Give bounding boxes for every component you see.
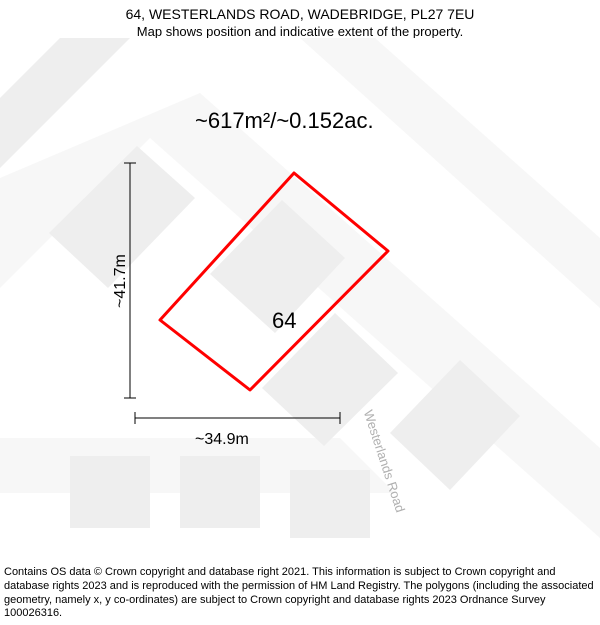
dimension-vertical-label: ~41.7m [112, 254, 130, 308]
map: ~617m²/~0.152ac. 64 ~41.7m ~34.9m Wester… [0, 38, 600, 538]
header: 64, WESTERLANDS ROAD, WADEBRIDGE, PL27 7… [0, 0, 600, 40]
dimension-horizontal-label: ~34.9m [195, 431, 249, 449]
area-label: ~617m²/~0.152ac. [195, 108, 374, 134]
house-number: 64 [272, 308, 296, 334]
building-6 [180, 456, 260, 528]
page: 64, WESTERLANDS ROAD, WADEBRIDGE, PL27 7… [0, 0, 600, 625]
building-5 [70, 456, 150, 528]
footer-attribution: Contains OS data © Crown copyright and d… [4, 566, 596, 621]
building-7 [290, 470, 370, 538]
header-title: 64, WESTERLANDS ROAD, WADEBRIDGE, PL27 7… [0, 6, 600, 24]
